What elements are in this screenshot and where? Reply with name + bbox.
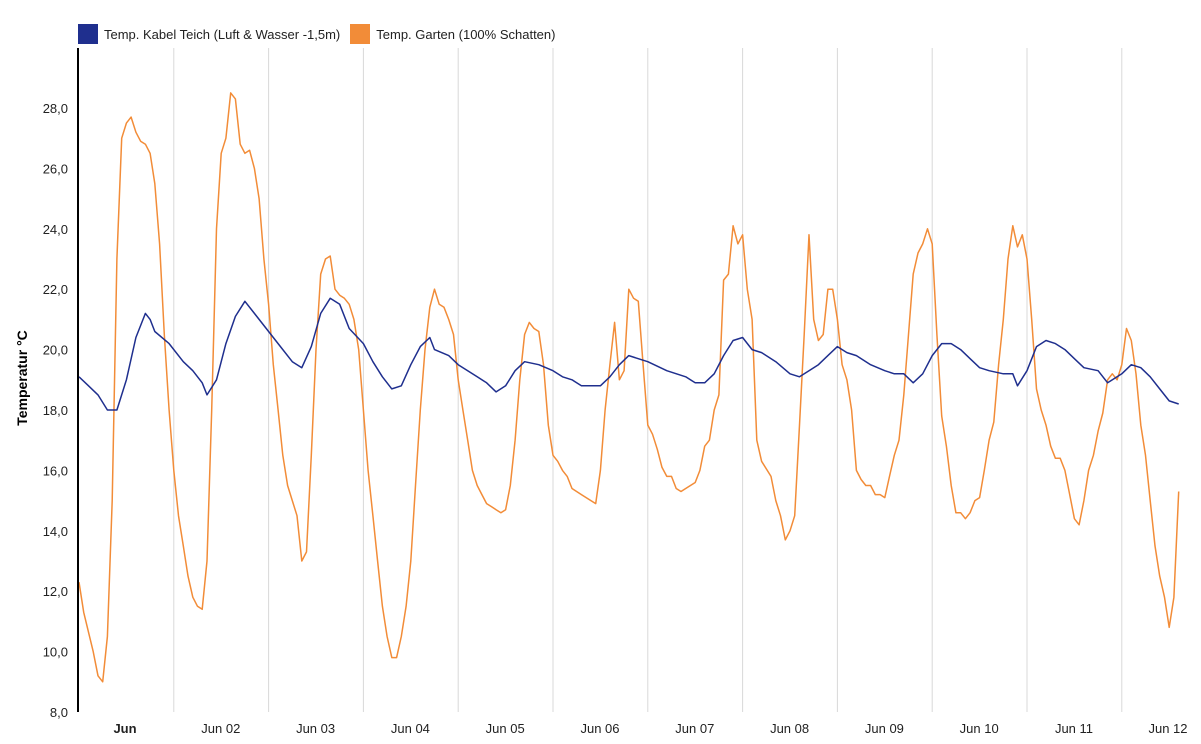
y-axis-label: Temperatur °C — [14, 330, 30, 426]
x-tick-label: Jun 08 — [770, 721, 809, 736]
x-tick-label: Jun 09 — [865, 721, 904, 736]
x-tick-label: Jun 07 — [675, 721, 714, 736]
x-tick-labels: Jun Jun 02 Jun 03 Jun 04 Jun 05 Jun 06 Jun 07 J… — [113, 721, 1187, 736]
y-tick-label: 24,0 — [43, 222, 68, 237]
x-tick-label: Jun 05 — [486, 721, 525, 736]
legend-swatch-garten — [350, 24, 371, 44]
y-tick-label: 16,0 — [43, 463, 68, 478]
y-tick-label: 10,0 — [43, 645, 68, 660]
series-lines — [78, 92, 1180, 683]
y-tick-label: 26,0 — [43, 161, 68, 176]
y-tick-label: 14,0 — [43, 524, 68, 539]
legend: Temp. Kabel Teich (Luft & Wasser -1,5m) … — [78, 22, 565, 46]
legend-item-garten[interactable]: Temp. Garten (100% Schatten) — [350, 24, 555, 44]
x-tick-label: Jun 10 — [960, 721, 999, 736]
x-tick-label: Jun 03 — [296, 721, 335, 736]
legend-label-garten: Temp. Garten (100% Schatten) — [376, 26, 556, 42]
y-tick-label: 8,0 — [50, 705, 68, 720]
legend-item-teich[interactable]: Temp. Kabel Teich (Luft & Wasser -1,5m) — [78, 24, 340, 44]
grid-lines — [173, 48, 1123, 712]
series-line-teich — [78, 297, 1179, 411]
x-tick-label: Jun 02 — [201, 721, 240, 736]
x-tick-label: Jun 12 — [1148, 721, 1187, 736]
legend-swatch-teich — [78, 24, 98, 44]
x-tick-label: Jun 04 — [391, 721, 430, 736]
x-tick-label: Jun 11 — [1055, 721, 1093, 736]
y-tick-label: 18,0 — [43, 403, 68, 418]
legend-label-teich: Temp. Kabel Teich (Luft & Wasser -1,5m) — [104, 26, 341, 42]
x-tick-label: Jun — [113, 721, 136, 736]
y-tick-label: 28,0 — [43, 101, 68, 116]
y-tick-label: 12,0 — [43, 584, 68, 599]
x-tick-label: Jun 06 — [580, 721, 619, 736]
y-tick-label: 20,0 — [43, 343, 68, 358]
y-tick-label: 22,0 — [43, 282, 68, 297]
series-line-garten — [78, 92, 1180, 683]
y-tick-labels: 8,0 10,0 12,0 14,0 16,0 18,0 20,0 22,0 24,0 26,0 2… — [43, 101, 68, 720]
